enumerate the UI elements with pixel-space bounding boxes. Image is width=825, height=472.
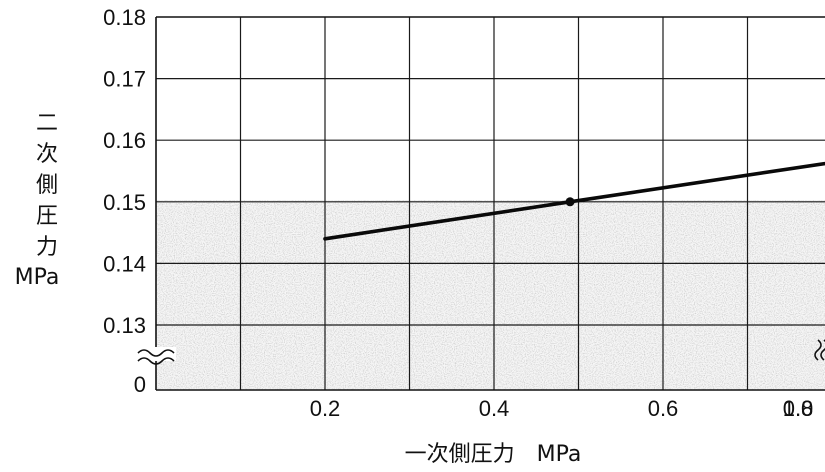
- shaded-region: [156, 200, 825, 390]
- y-axis-title-char: 圧: [36, 204, 58, 229]
- x-tick-label: 0.8: [783, 396, 814, 421]
- x-axis-title: 一次側圧力 MPa: [405, 442, 582, 467]
- x-tick-label: 0.4: [479, 396, 510, 421]
- y-axis-title-char: 力: [36, 235, 58, 260]
- y-axis-title-char: 側: [36, 173, 58, 198]
- x-tick-label: 1.0: [783, 396, 814, 421]
- x-tick-label: 0.6: [648, 396, 679, 421]
- y-tick-label: 0.16: [103, 128, 146, 153]
- y-tick-label: 0.14: [103, 251, 146, 276]
- right-break-mark: [814, 339, 825, 361]
- y-tick-labels: 0.18 0.17 0.16 0.15 0.14 0.13: [103, 5, 146, 338]
- y-tick-label: 0.18: [103, 5, 146, 30]
- x-tick-labels: 0.2 0.4 0.6 0.81.0: [310, 396, 814, 421]
- y-axis-title-char: 二: [36, 111, 58, 136]
- y-tick-label: 0.17: [103, 67, 146, 92]
- y-axis-unit: MPa: [15, 265, 60, 290]
- y-tick-zero-label: 0: [134, 372, 146, 397]
- y-tick-label: 0.15: [103, 190, 146, 215]
- y-axis-break-mark: [136, 347, 176, 365]
- x-tick-label: 0.2: [310, 396, 341, 421]
- y-tick-label: 0.13: [103, 313, 146, 338]
- series-point: [565, 197, 575, 207]
- y-axis-title-char: 次: [36, 142, 58, 167]
- series-layer: [323, 161, 825, 241]
- horizontal-gridlines: [156, 77, 825, 326]
